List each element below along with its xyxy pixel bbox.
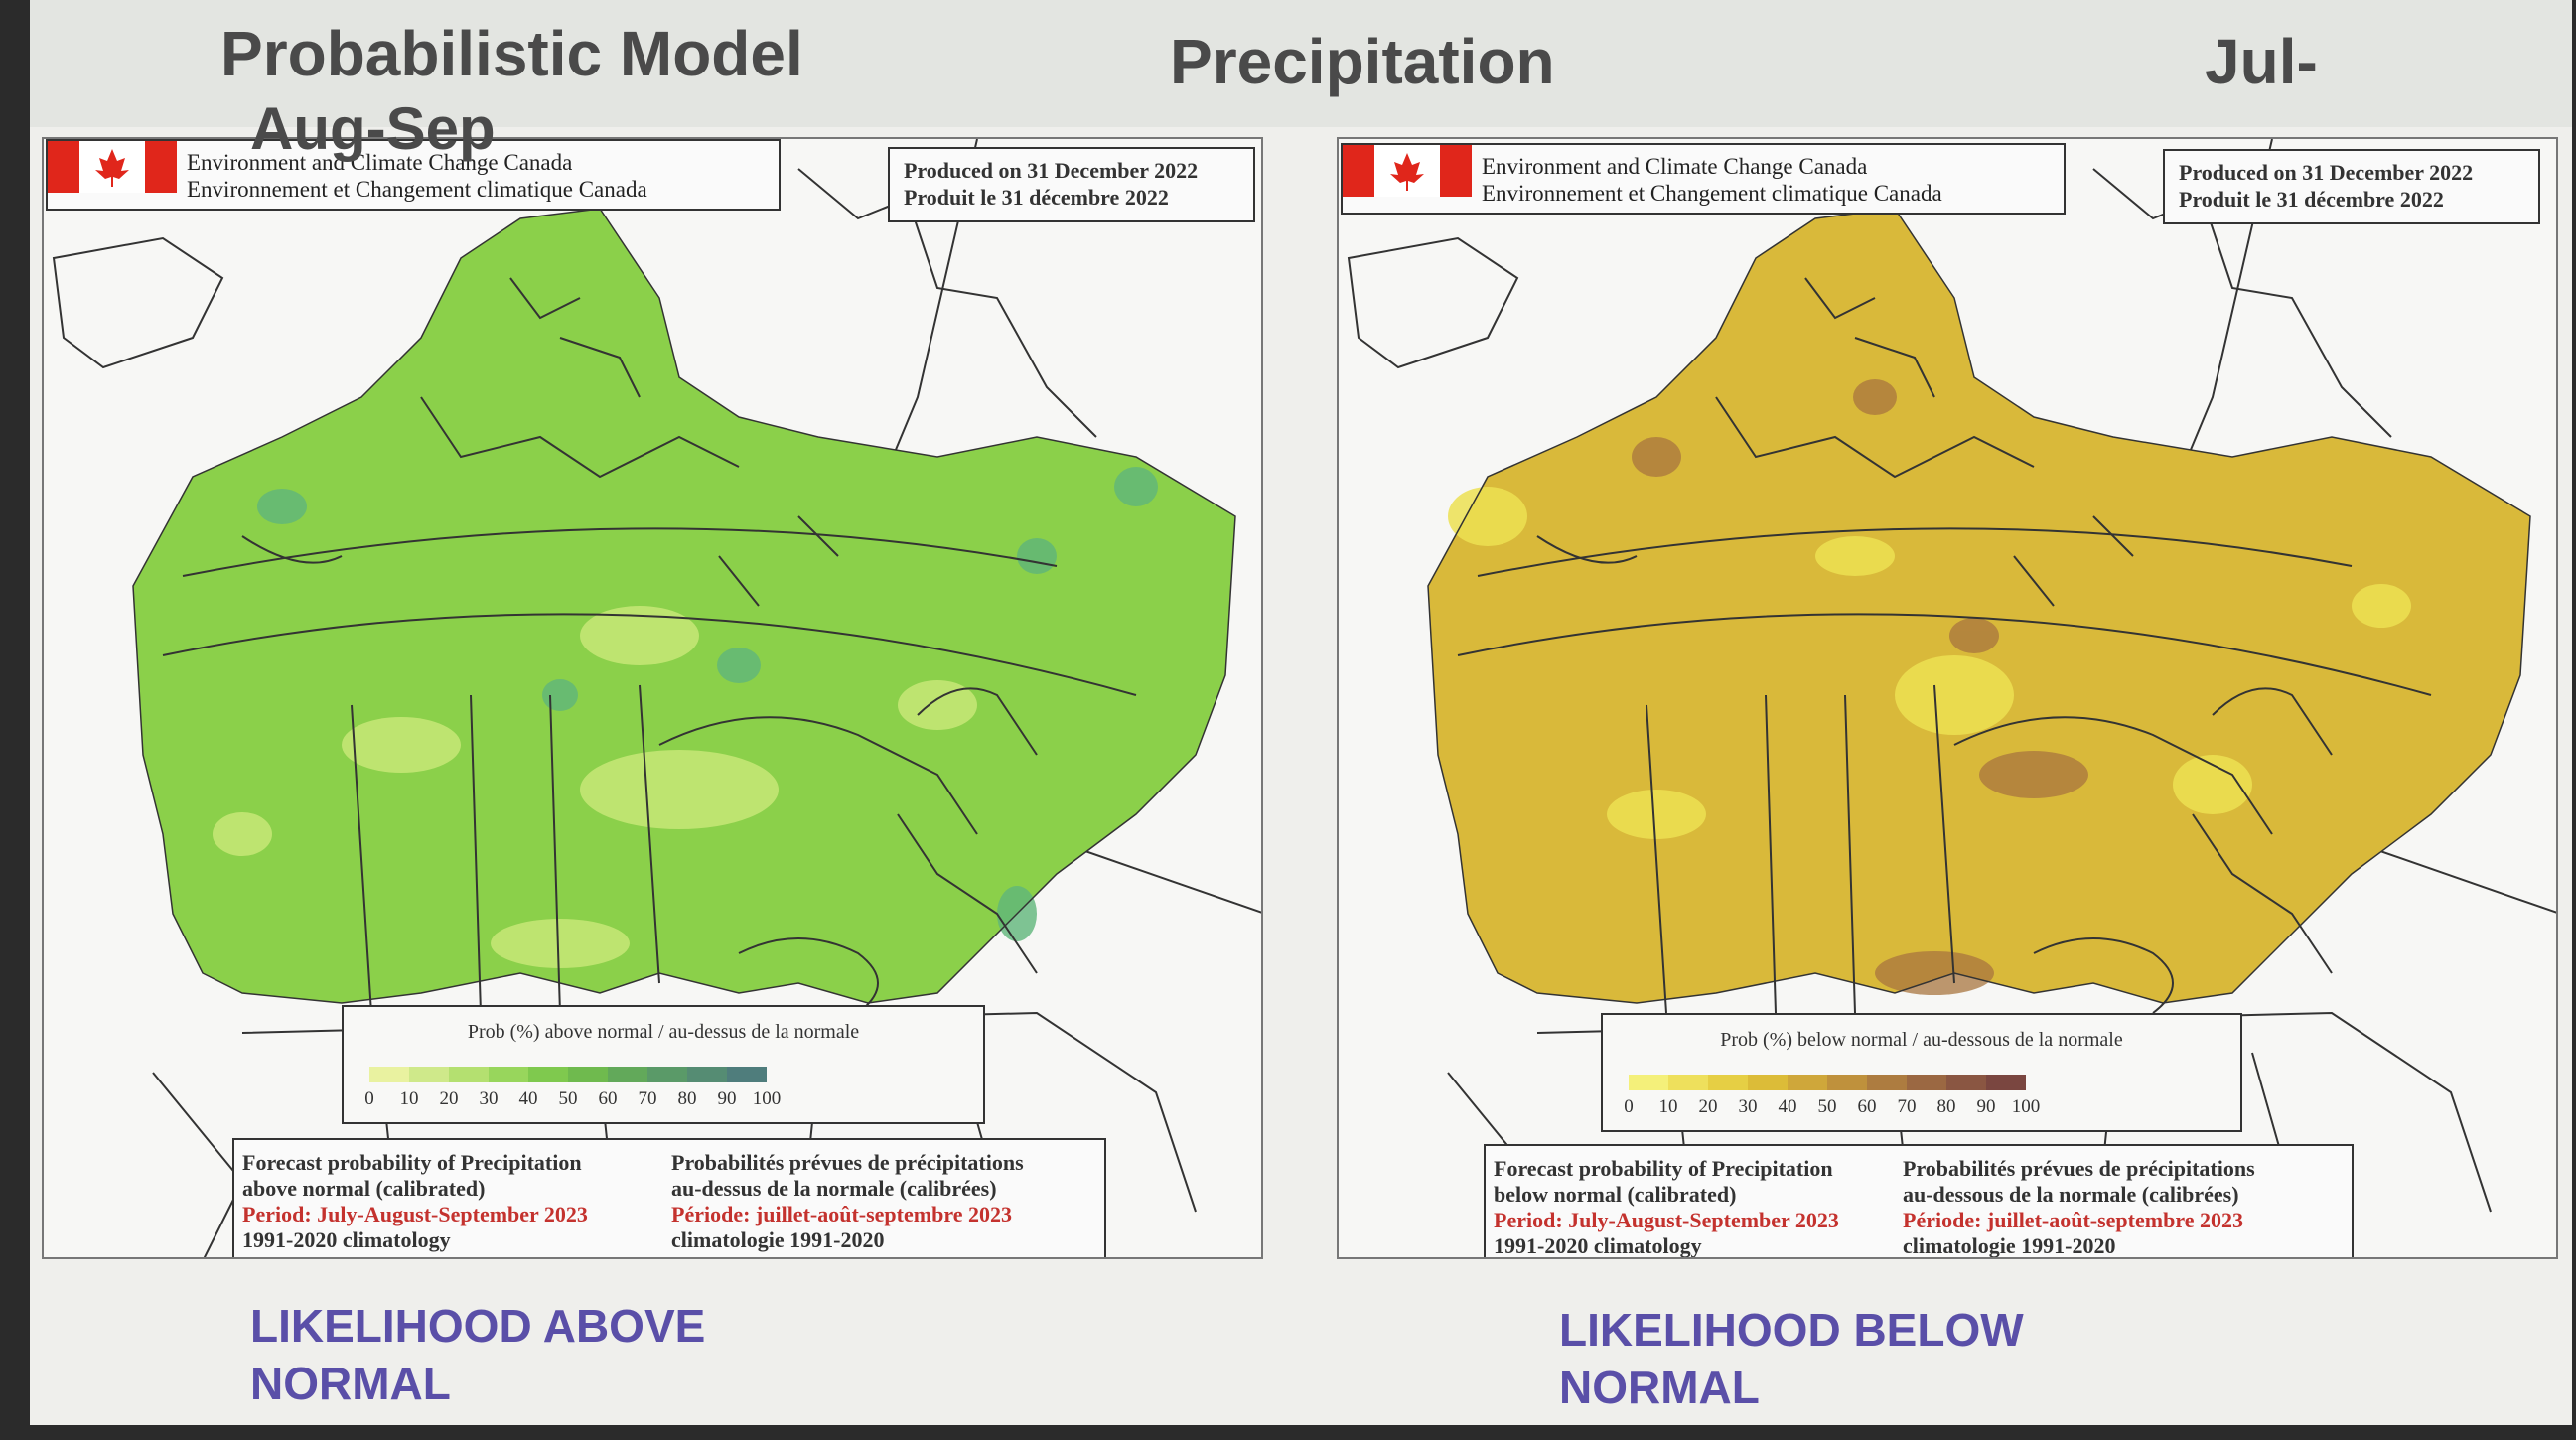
canada-map-below	[1347, 139, 2556, 1257]
legend-swatch	[608, 1067, 647, 1082]
forecast-fr-line2: au-dessus de la normale (calibrées)	[671, 1176, 997, 1201]
legend-below: Prob (%) below normal / au-dessous de la…	[1601, 1013, 2242, 1132]
forecast-fr-climatology: climatologie 1991-2020	[671, 1227, 885, 1252]
agency-header: Environment and Climate Change Canada En…	[46, 139, 781, 211]
legend-swatch	[568, 1067, 608, 1082]
legend-tick-label: 90	[1976, 1096, 1996, 1117]
legend-tick-label: 0	[364, 1088, 374, 1109]
forecast-description-below: Forecast probability of Precipitation be…	[1484, 1144, 2354, 1258]
legend-color-bar	[1629, 1075, 2026, 1090]
presentation-slide: Probabilistic Model Precipitation Jul-	[30, 0, 2572, 1425]
legend-swatch	[449, 1067, 489, 1082]
legend-swatch	[489, 1067, 528, 1082]
forecast-en-period: Period: July-August-September 2023	[1494, 1208, 1839, 1232]
forecast-en-period: Period: July-August-September 2023	[242, 1202, 588, 1226]
legend-swatch	[1827, 1075, 1867, 1090]
agency-name-en: Environment and Climate Change Canada	[1482, 154, 1868, 179]
slide-title-right: Jul-	[2205, 26, 2318, 97]
slide-title-left: Probabilistic Model	[220, 18, 803, 89]
slide-title-left-line2: Aug-Sep	[250, 95, 496, 162]
forecast-en-climatology: 1991-2020 climatology	[1494, 1233, 1702, 1258]
forecast-area-above	[133, 209, 1235, 1003]
forecast-area-below	[1428, 209, 2530, 1003]
legend-tick-label: 60	[598, 1088, 618, 1109]
legend-swatch	[369, 1067, 409, 1082]
legend-tick-label: 0	[1624, 1096, 1634, 1117]
forecast-en-line1: Forecast probability of Precipitation	[1494, 1156, 1833, 1181]
caption-above-normal: LIKELIHOOD ABOVE NORMAL	[250, 1297, 705, 1412]
caption-below-normal: LIKELIHOOD BELOW NORMAL	[1559, 1301, 2024, 1416]
agency-name-fr: Environnement et Changement climatique C…	[1482, 181, 1942, 206]
legend-swatch	[1907, 1075, 1946, 1090]
agency-name-en: Environment and Climate Change Canada	[187, 150, 573, 175]
forecast-en-line2: below normal (calibrated)	[1494, 1182, 1737, 1207]
produced-en: Produced on 31 December 2022	[2179, 160, 2474, 185]
produced-date-box: Produced on 31 December 2022 Produit le …	[888, 147, 1255, 222]
canada-flag-icon	[1343, 145, 1472, 197]
legend-swatch	[1629, 1075, 1668, 1090]
caption-below-line2: NORMAL	[1559, 1362, 1760, 1413]
legend-swatch	[727, 1067, 767, 1082]
map-panel-above-normal: Environment and Climate Change Canada En…	[42, 137, 1263, 1259]
legend-swatch	[1668, 1075, 1708, 1090]
legend-tick-label: 30	[479, 1088, 499, 1109]
legend-tick-label: 80	[1936, 1096, 1956, 1117]
agency-header: Environment and Climate Change Canada En…	[1341, 143, 2066, 215]
legend-tick-label: 10	[1658, 1096, 1678, 1117]
legend-tick-label: 100	[752, 1088, 782, 1109]
produced-fr: Produit le 31 décembre 2022	[2179, 187, 2444, 212]
legend-title: Prob (%) above normal / au-dessus de la …	[467, 1021, 860, 1043]
legend-swatch	[1946, 1075, 1986, 1090]
legend-color-bar	[369, 1067, 767, 1082]
legend-tick-label: 50	[558, 1088, 578, 1109]
caption-above-line2: NORMAL	[250, 1358, 451, 1409]
produced-fr: Produit le 31 décembre 2022	[904, 185, 1169, 210]
forecast-fr-period: Période: juillet-août-septembre 2023	[1903, 1208, 2243, 1232]
canada-map-above	[52, 139, 1261, 1257]
forecast-fr-line2: au-dessous de la normale (calibrées)	[1903, 1182, 2239, 1207]
legend-tick-label: 10	[399, 1088, 419, 1109]
legend-tick-label: 100	[2011, 1096, 2041, 1117]
forecast-description-above: Forecast probability of Precipitation ab…	[232, 1138, 1106, 1257]
caption-above-line1: LIKELIHOOD ABOVE	[250, 1300, 706, 1352]
legend-swatch	[687, 1067, 727, 1082]
forecast-fr-period: Période: juillet-août-septembre 2023	[671, 1202, 1012, 1226]
forecast-fr-line1: Probabilités prévues de précipitations	[671, 1150, 1024, 1175]
legend-swatch	[1748, 1075, 1788, 1090]
forecast-en-line1: Forecast probability of Precipitation	[242, 1150, 582, 1175]
forecast-fr-climatology: climatologie 1991-2020	[1903, 1233, 2116, 1258]
legend-tick-label: 20	[1698, 1096, 1718, 1117]
legend-tick-label: 30	[1738, 1096, 1758, 1117]
legend-tick-label: 20	[439, 1088, 459, 1109]
legend-tick-label: 90	[717, 1088, 737, 1109]
legend-swatch	[1708, 1075, 1748, 1090]
legend-swatch	[1986, 1075, 2026, 1090]
legend-tick-label: 70	[638, 1088, 657, 1109]
agency-name-fr: Environnement et Changement climatique C…	[187, 177, 647, 202]
legend-tick-label: 60	[1857, 1096, 1877, 1117]
legend-tick-label: 40	[1778, 1096, 1797, 1117]
legend-tick-label: 50	[1817, 1096, 1837, 1117]
legend-swatch	[1867, 1075, 1907, 1090]
legend-swatch	[1788, 1075, 1827, 1090]
map-panel-below-normal: Environment and Climate Change Canada En…	[1337, 137, 2558, 1259]
legend-tick-label: 70	[1897, 1096, 1917, 1117]
legend-tick-label: 40	[518, 1088, 538, 1109]
legend-swatch	[528, 1067, 568, 1082]
legend-swatch	[409, 1067, 449, 1082]
forecast-en-line2: above normal (calibrated)	[242, 1176, 486, 1201]
slide-title-center: Precipitation	[1170, 26, 1555, 97]
legend-swatch	[647, 1067, 687, 1082]
caption-below-line1: LIKELIHOOD BELOW	[1559, 1304, 2024, 1356]
forecast-en-climatology: 1991-2020 climatology	[242, 1227, 451, 1252]
title-band	[30, 0, 2572, 127]
canada-flag-icon	[48, 141, 177, 193]
forecast-fr-line1: Probabilités prévues de précipitations	[1903, 1156, 2255, 1181]
legend-tick-label: 80	[677, 1088, 697, 1109]
produced-date-box: Produced on 31 December 2022 Produit le …	[2163, 149, 2540, 224]
produced-en: Produced on 31 December 2022	[904, 158, 1199, 183]
legend-title: Prob (%) below normal / au-dessous de la…	[1720, 1029, 2123, 1051]
legend-above: Prob (%) above normal / au-dessus de la …	[342, 1005, 985, 1124]
